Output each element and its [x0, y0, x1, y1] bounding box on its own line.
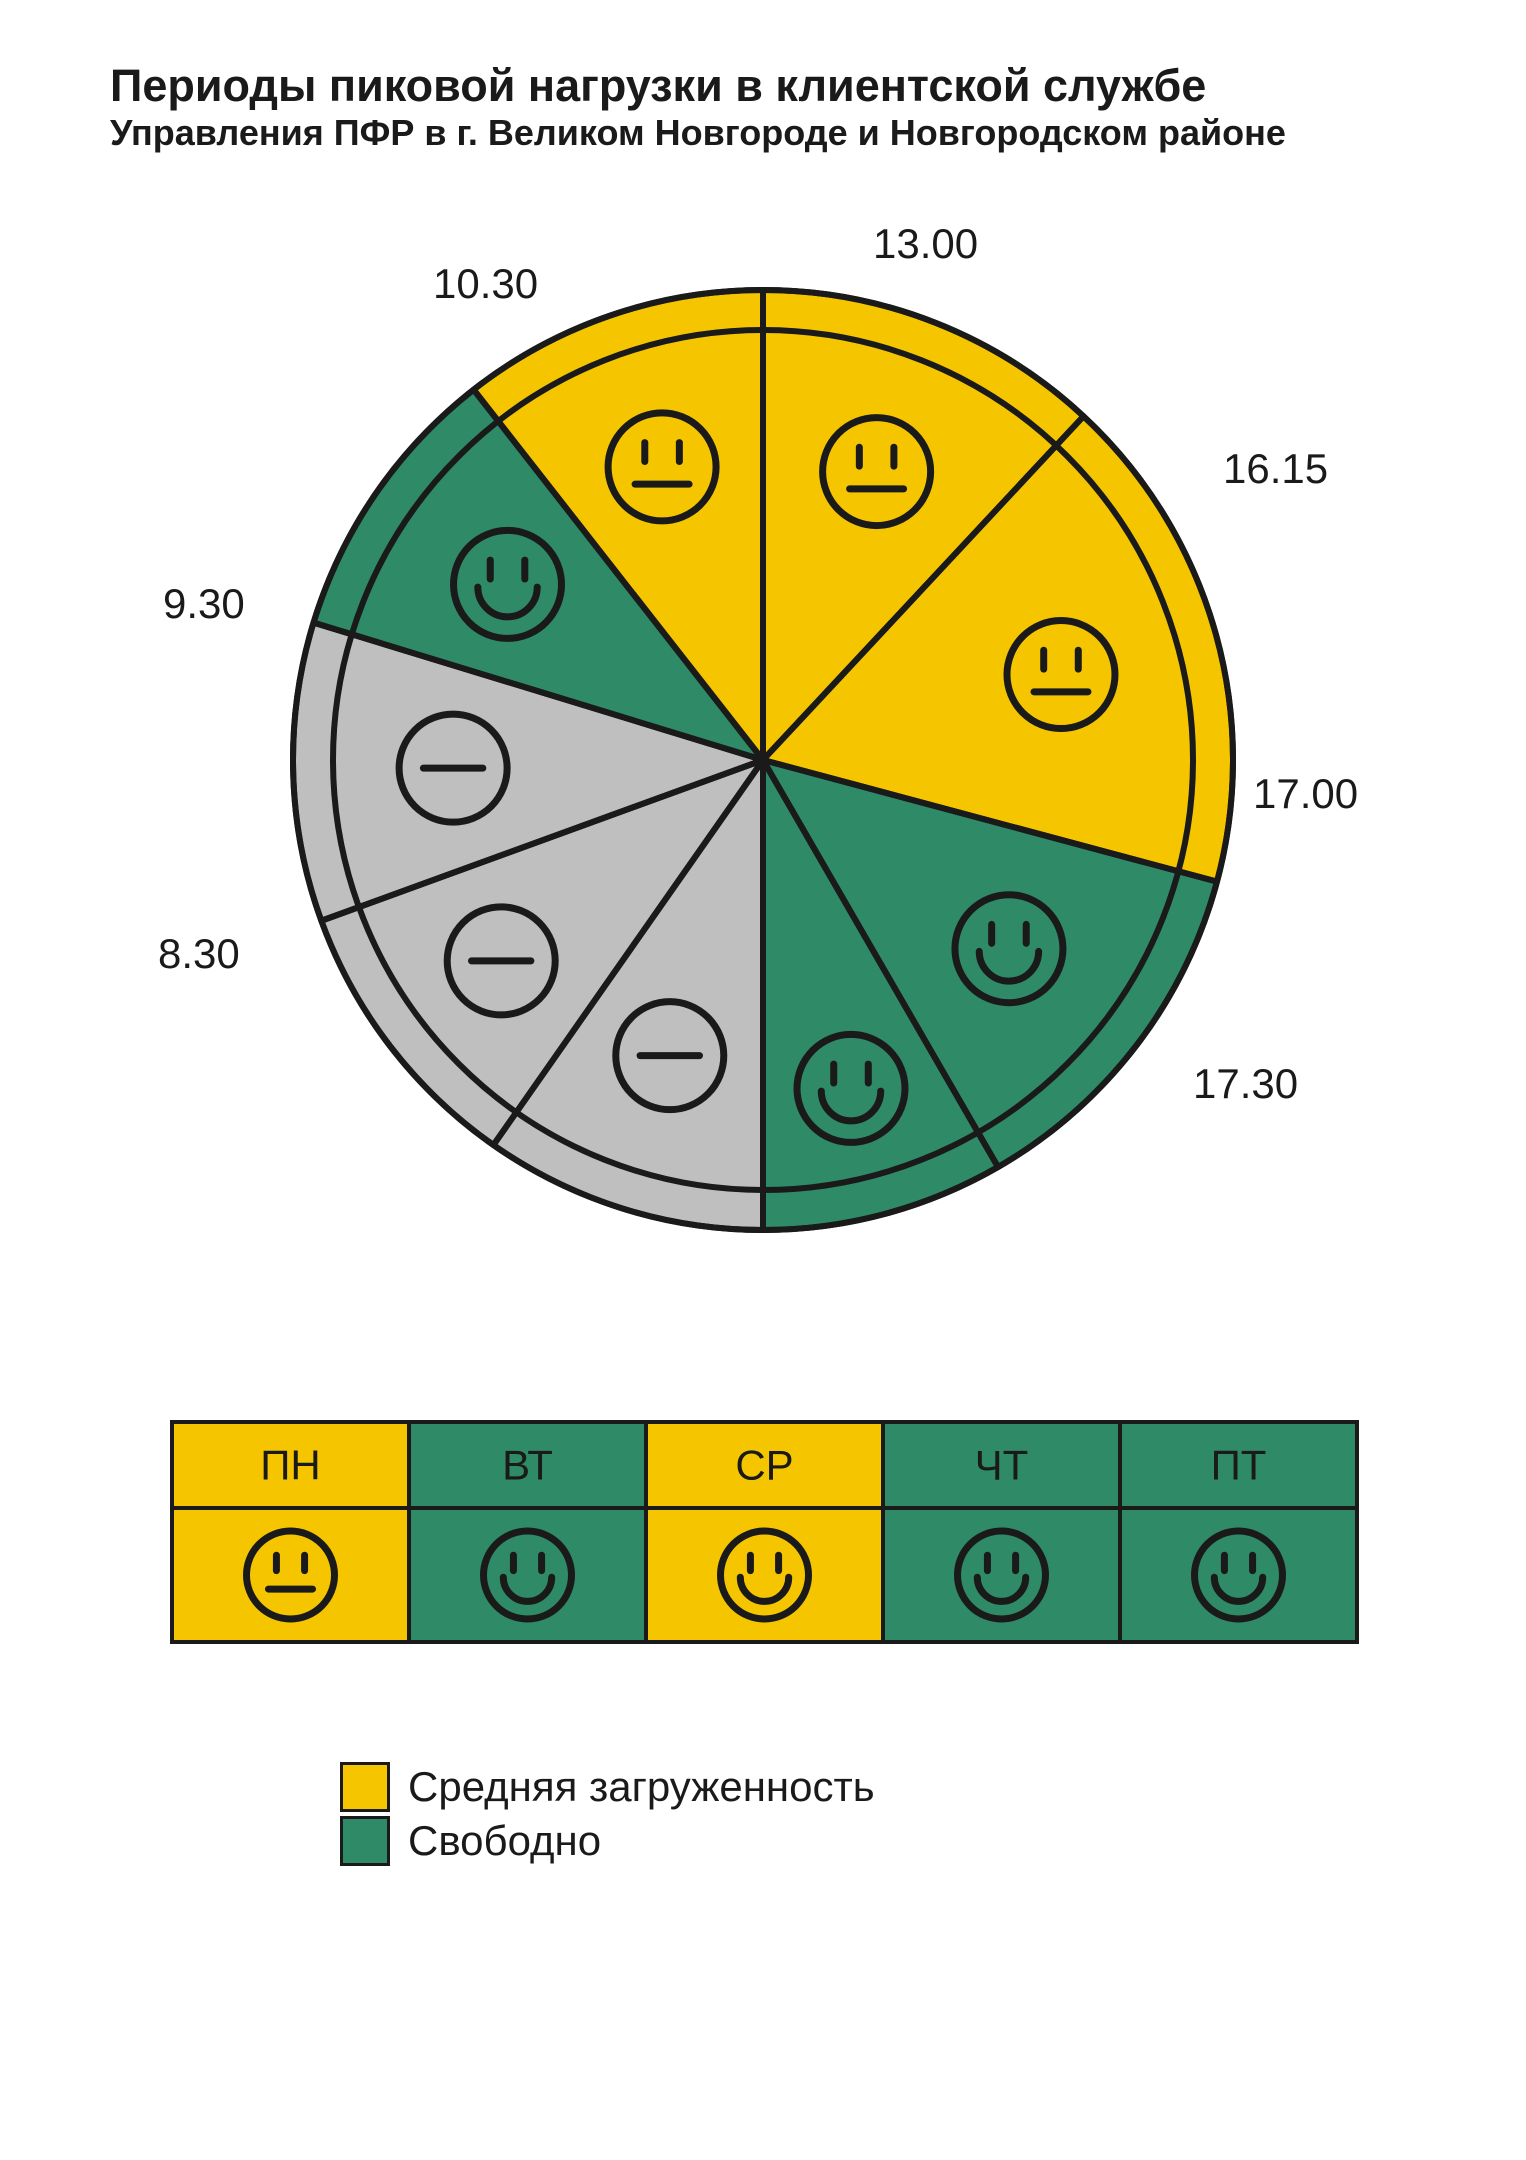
legend-item: Средняя загруженность	[340, 1760, 875, 1814]
legend: Средняя загруженность Свободно	[340, 1760, 875, 1868]
legend-swatch	[340, 1762, 390, 1812]
title-line2: Управления ПФР в г. Великом Новгороде и …	[110, 112, 1416, 154]
legend-label: Свободно	[408, 1817, 601, 1865]
time-label: 17.00	[1253, 770, 1358, 818]
svg-text:ПН: ПН	[260, 1442, 321, 1489]
svg-text:ЧТ: ЧТ	[975, 1442, 1029, 1489]
day-table: ПН ВТ СР ЧТ ПТ	[170, 1420, 1356, 1649]
legend-swatch	[340, 1816, 390, 1866]
title-block: Периоды пиковой нагрузки в клиентской сл…	[110, 60, 1416, 154]
time-label: 9.30	[163, 580, 245, 628]
svg-text:СР: СР	[735, 1442, 793, 1489]
title-line1: Периоды пиковой нагрузки в клиентской сл…	[110, 60, 1416, 112]
svg-text:ПТ: ПТ	[1211, 1442, 1267, 1489]
time-label: 13.00	[873, 220, 978, 268]
day-table-svg: ПН ВТ СР ЧТ ПТ	[170, 1420, 1359, 1644]
legend-item: Свободно	[340, 1814, 875, 1868]
time-label: 17.30	[1193, 1060, 1298, 1108]
legend-label: Средняя загруженность	[408, 1763, 875, 1811]
time-label: 8.30	[158, 930, 240, 978]
page: Периоды пиковой нагрузки в клиентской сл…	[0, 0, 1526, 2160]
time-label: 10.30	[433, 260, 538, 308]
time-label: 16.15	[1223, 445, 1328, 493]
svg-text:ВТ: ВТ	[502, 1442, 553, 1489]
pie-chart: 13.00 10.30 16.15 9.30 17.00 8.30 17.30	[113, 200, 1413, 1300]
pie-svg	[113, 200, 1413, 1300]
